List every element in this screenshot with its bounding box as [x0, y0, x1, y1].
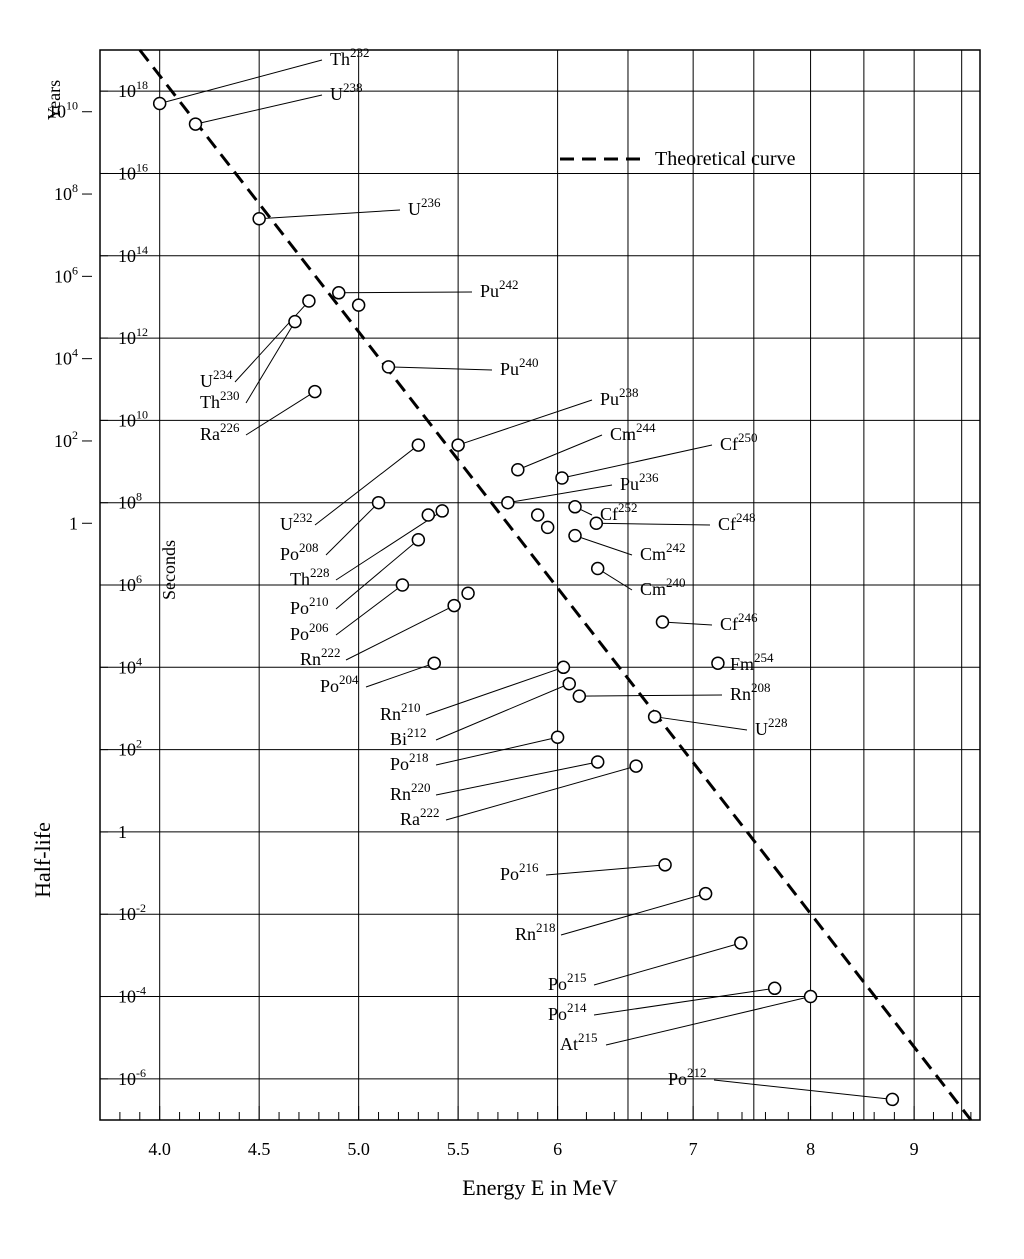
marker-Pu240 [382, 361, 394, 373]
marker-U232 [412, 439, 424, 451]
marker-Th228 [436, 505, 448, 517]
x-axis-title: Energy E in MeV [462, 1175, 618, 1200]
marker-Po215 [735, 937, 747, 949]
marker-Cf248 [590, 517, 602, 529]
seconds-axis-title: Seconds [159, 540, 179, 600]
marker-Rn210 [557, 661, 569, 673]
svg-text:1: 1 [118, 822, 127, 842]
marker-_extra50 [422, 509, 434, 521]
marker-Cf252 [569, 501, 581, 513]
marker-_extra10 [353, 299, 365, 311]
marker-Cf246 [656, 616, 668, 628]
marker-Po218 [552, 731, 564, 743]
marker-Bi212 [563, 678, 575, 690]
marker-Fm254 [712, 657, 724, 669]
marker-Cm240 [592, 563, 604, 575]
marker-Po206 [396, 579, 408, 591]
svg-text:6: 6 [553, 1139, 562, 1159]
svg-text:8: 8 [806, 1139, 815, 1159]
marker-Po210 [412, 534, 424, 546]
svg-text:9: 9 [910, 1139, 919, 1159]
marker-Ra222 [630, 760, 642, 772]
marker-_extra20 [532, 509, 544, 521]
marker-Cm242 [569, 530, 581, 542]
svg-text:4.5: 4.5 [248, 1139, 271, 1159]
svg-text:5.5: 5.5 [447, 1139, 470, 1159]
marker-Pu242 [333, 287, 345, 299]
marker-U234 [303, 295, 315, 307]
marker-_extra30 [462, 587, 474, 599]
marker-Rn208 [573, 690, 585, 702]
marker-_extra40 [542, 521, 554, 533]
marker-Pu236 [502, 497, 514, 509]
marker-Cf250 [556, 472, 568, 484]
marker-U238 [189, 118, 201, 130]
marker-At215 [805, 991, 817, 1003]
marker-Th232 [154, 98, 166, 110]
half-life-vs-energy-chart: 4.04.55.05.56789101810161014101210101081… [0, 0, 1024, 1259]
marker-Th230 [289, 316, 301, 328]
marker-Pu238 [452, 439, 464, 451]
svg-text:Theoretical curve: Theoretical curve [655, 148, 796, 170]
marker-U228 [649, 711, 661, 723]
y-axis-title: Half-life [30, 822, 55, 898]
marker-Rn222 [448, 600, 460, 612]
marker-Ra226 [309, 386, 321, 398]
marker-Rn218 [700, 888, 712, 900]
marker-Po212 [886, 1093, 898, 1105]
marker-Po208 [373, 497, 385, 509]
marker-Rn220 [592, 756, 604, 768]
marker-Po214 [769, 982, 781, 994]
marker-Po216 [659, 859, 671, 871]
years-axis-title: Years [44, 80, 64, 120]
svg-text:5.0: 5.0 [347, 1139, 370, 1159]
marker-U236 [253, 213, 265, 225]
marker-Cm244 [512, 464, 524, 476]
svg-text:7: 7 [689, 1139, 698, 1159]
svg-text:1: 1 [69, 513, 78, 533]
svg-text:4.0: 4.0 [148, 1139, 171, 1159]
marker-Po204 [428, 657, 440, 669]
